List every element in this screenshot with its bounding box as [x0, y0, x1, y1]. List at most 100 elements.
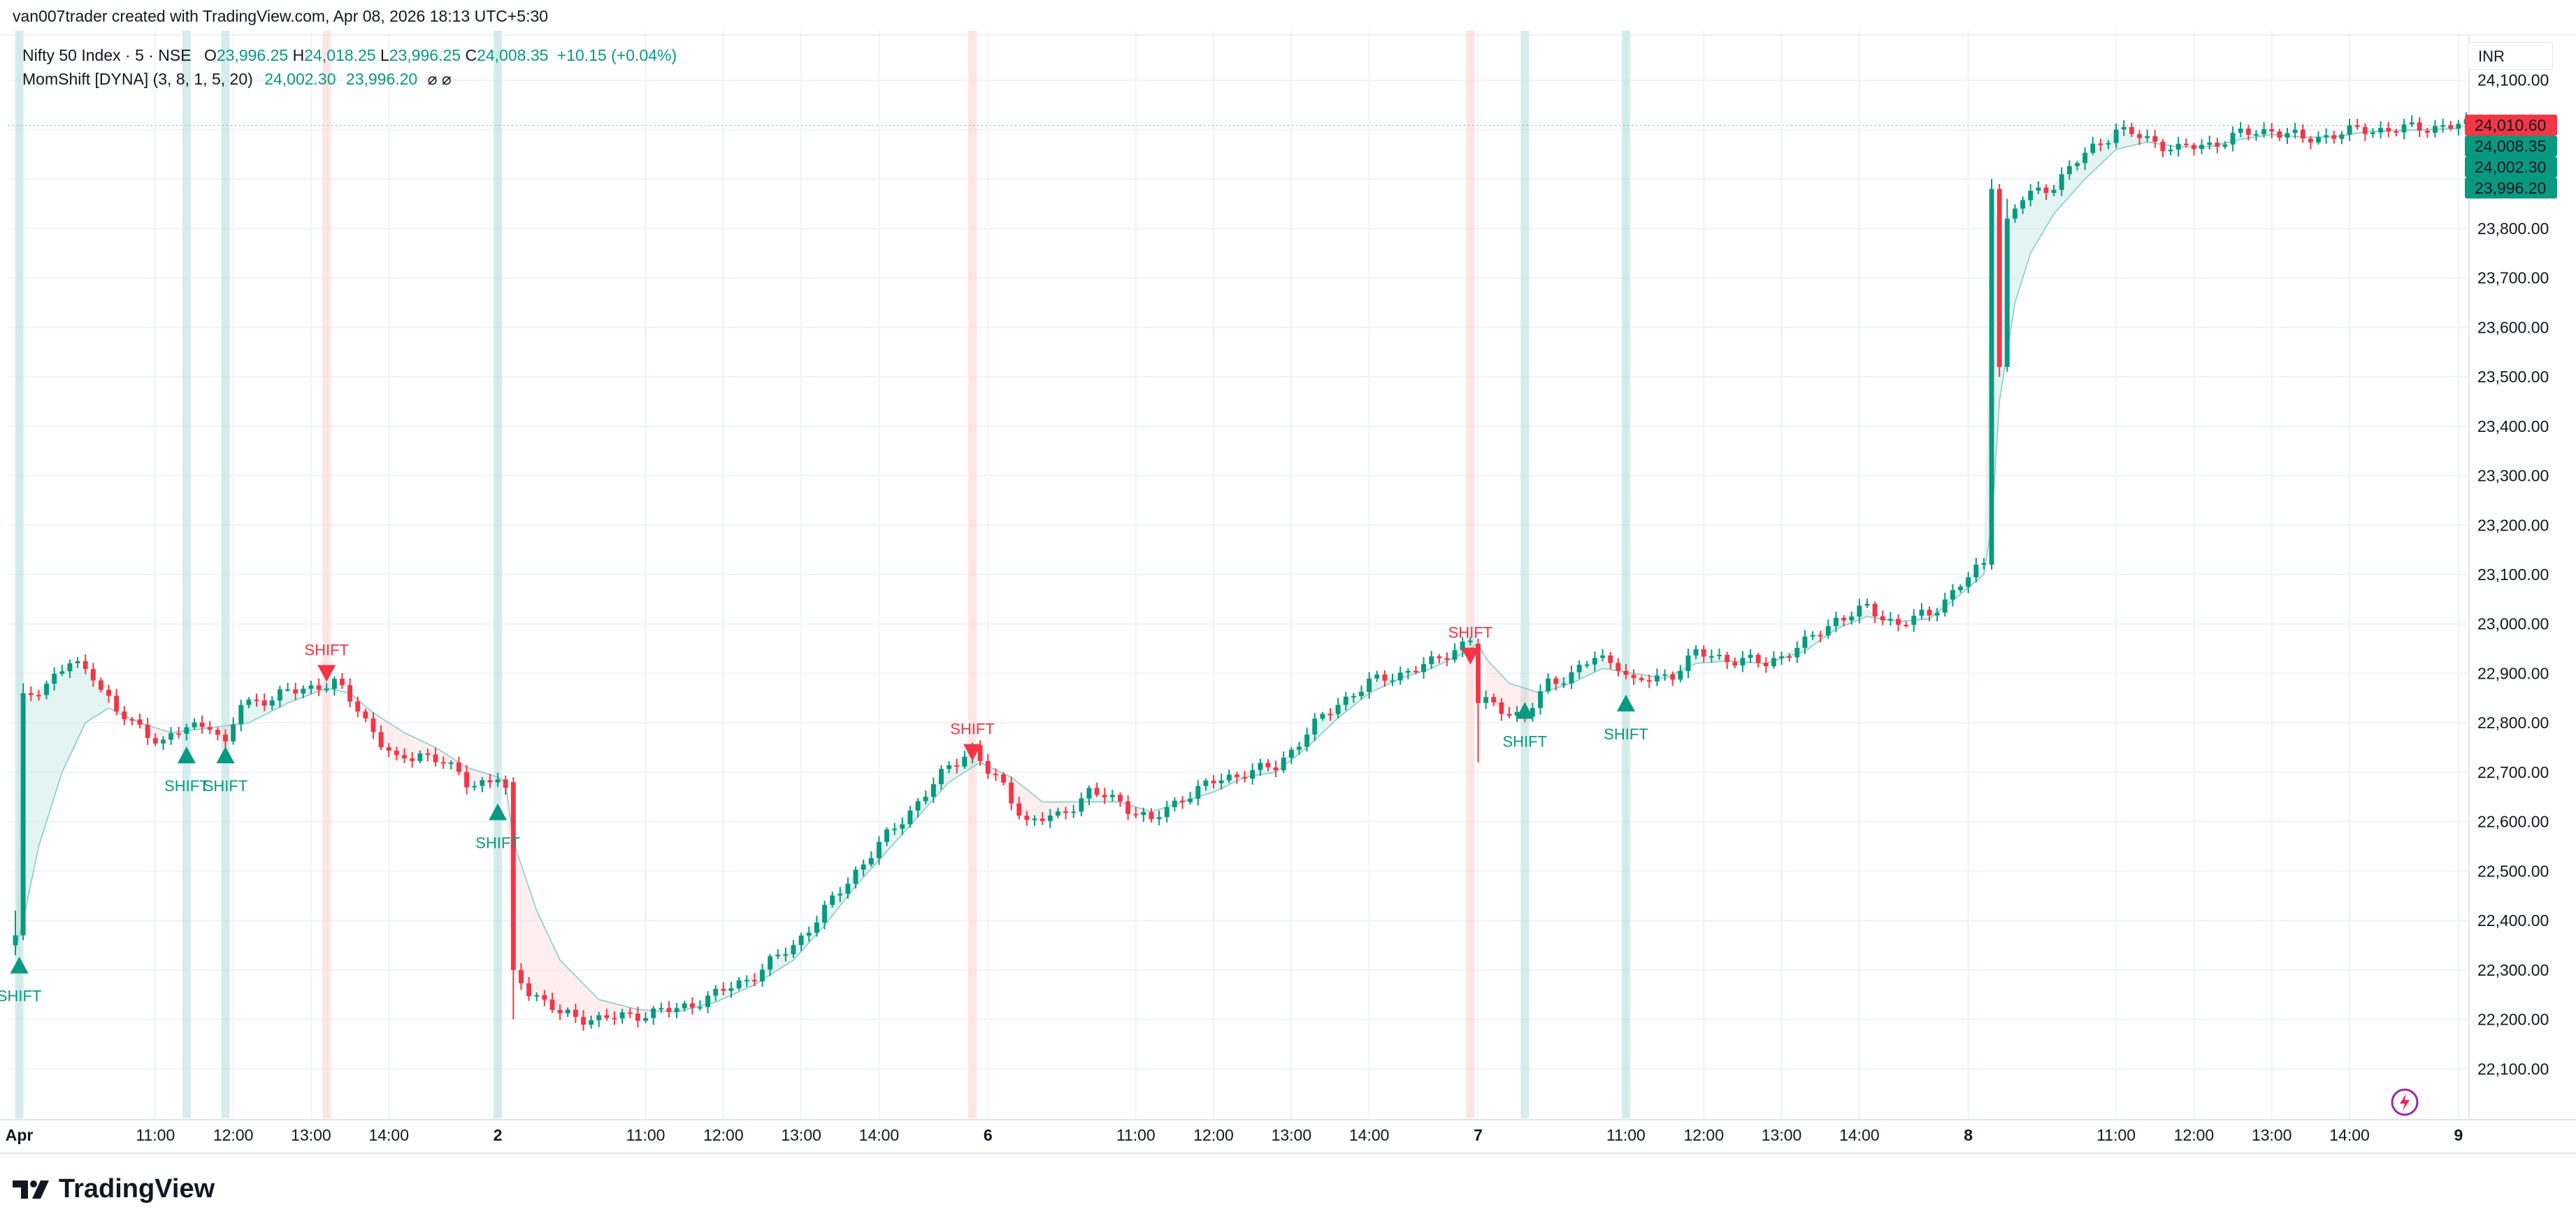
- candle: [659, 1002, 664, 1013]
- candle: [168, 727, 174, 745]
- x-tick-label: 13:00: [291, 1126, 331, 1144]
- candle-body: [1771, 658, 1776, 667]
- candle: [612, 1011, 617, 1025]
- candle: [448, 760, 454, 770]
- candle: [1818, 630, 1823, 643]
- legend-indicator-row[interactable]: MomShift [DYNA] (3, 8, 1, 5, 20) 24,002.…: [22, 67, 677, 91]
- candle: [1047, 809, 1053, 828]
- candle-body: [1444, 658, 1450, 660]
- candle: [1942, 593, 1948, 617]
- candle: [331, 676, 337, 696]
- candle: [2168, 145, 2173, 156]
- candle: [261, 693, 267, 711]
- candle-body: [1063, 811, 1069, 813]
- high-value: 24,018.25: [304, 46, 376, 64]
- candle-body: [993, 774, 998, 776]
- candle-body: [36, 695, 41, 697]
- symbol-name[interactable]: Nifty 50 Index · 5 · NSE: [22, 46, 192, 64]
- candle-body: [1460, 641, 1465, 651]
- candle-body: [1763, 663, 1769, 667]
- candle: [1576, 660, 1582, 679]
- candle: [1343, 691, 1348, 711]
- candle: [1740, 651, 1746, 672]
- candle: [2043, 184, 2049, 200]
- candle-body: [1911, 615, 1917, 626]
- candle-body: [1109, 795, 1115, 797]
- candle: [1693, 645, 1699, 660]
- candle: [2370, 128, 2375, 138]
- candle-body: [542, 995, 547, 1000]
- candle-body: [1973, 565, 1979, 578]
- candle-body: [534, 995, 540, 997]
- candle: [1592, 651, 1597, 672]
- currency-selector[interactable]: INR: [2468, 42, 2553, 70]
- candle: [2269, 122, 2275, 139]
- candle-body: [231, 724, 236, 742]
- candle: [1794, 641, 1800, 663]
- candle: [2347, 118, 2352, 141]
- candle-body: [1086, 788, 1092, 799]
- candle: [1763, 656, 1769, 673]
- candle: [2362, 123, 2368, 141]
- candle-body: [1701, 649, 1706, 657]
- candle: [1079, 792, 1084, 817]
- candle: [1133, 807, 1139, 818]
- candle-body: [410, 758, 415, 761]
- candle-body: [930, 783, 936, 797]
- candle-body: [1499, 702, 1504, 714]
- candle: [2308, 136, 2313, 150]
- candle: [2417, 117, 2422, 138]
- candle: [1094, 782, 1100, 797]
- candle: [355, 696, 361, 718]
- indicator-line: [15, 128, 2459, 1013]
- candle: [480, 776, 485, 793]
- tradingview-logo-text: TradingView: [59, 1174, 215, 1204]
- candle: [1748, 649, 1753, 663]
- candle-body: [2316, 137, 2321, 143]
- candle: [1413, 665, 1418, 674]
- indicator-name[interactable]: MomShift [DYNA] (3, 8, 1, 5, 20): [22, 70, 253, 88]
- legend: Nifty 50 Index · 5 · NSE O23,996.25 H24,…: [22, 43, 677, 91]
- candle-body: [44, 684, 49, 695]
- candle-body: [1639, 678, 1644, 681]
- candle-body: [573, 1009, 578, 1018]
- candle: [837, 887, 843, 902]
- indicator-icons[interactable]: ⌀ ⌀: [427, 70, 452, 88]
- candle: [1203, 778, 1209, 791]
- candle-body: [2378, 128, 2384, 133]
- candle: [993, 768, 998, 781]
- price-tag: 24,010.60: [2465, 114, 2557, 136]
- candle-body: [1009, 782, 1014, 804]
- candle: [1639, 676, 1644, 683]
- candle: [1950, 584, 1955, 607]
- candle-body: [1102, 795, 1107, 797]
- y-tick-label: 23,800.00: [2477, 219, 2549, 238]
- candle: [2098, 138, 2103, 152]
- signal-label: SHIFT: [0, 988, 41, 1005]
- x-tick-label: 11:00: [136, 1126, 175, 1144]
- candles: [13, 112, 2469, 1031]
- signal-band: [15, 31, 24, 1118]
- candle: [1623, 664, 1629, 679]
- candle-body: [2145, 136, 2150, 138]
- candle-body: [659, 1008, 664, 1010]
- x-tick-label: 8: [1964, 1126, 1973, 1144]
- candle-body: [1149, 811, 1154, 820]
- legend-ohlc-row[interactable]: Nifty 50 Index · 5 · NSE O23,996.25 H24,…: [22, 43, 677, 67]
- candle: [1109, 789, 1115, 802]
- signal-down-triangle: [317, 665, 336, 682]
- candle: [347, 678, 353, 708]
- lightning-icon[interactable]: [2389, 1087, 2420, 1118]
- tradingview-logo[interactable]: TradingView: [13, 1174, 215, 1204]
- candle: [1670, 671, 1676, 686]
- candle-body: [347, 685, 353, 702]
- candle: [2354, 118, 2360, 130]
- candle: [1421, 657, 1426, 679]
- price-tag-bg: [2465, 177, 2557, 198]
- candle: [1281, 751, 1286, 774]
- x-tick-label: 14:00: [2329, 1126, 2370, 1144]
- candle-body: [1118, 795, 1123, 802]
- candle: [728, 981, 734, 998]
- candle: [464, 765, 469, 795]
